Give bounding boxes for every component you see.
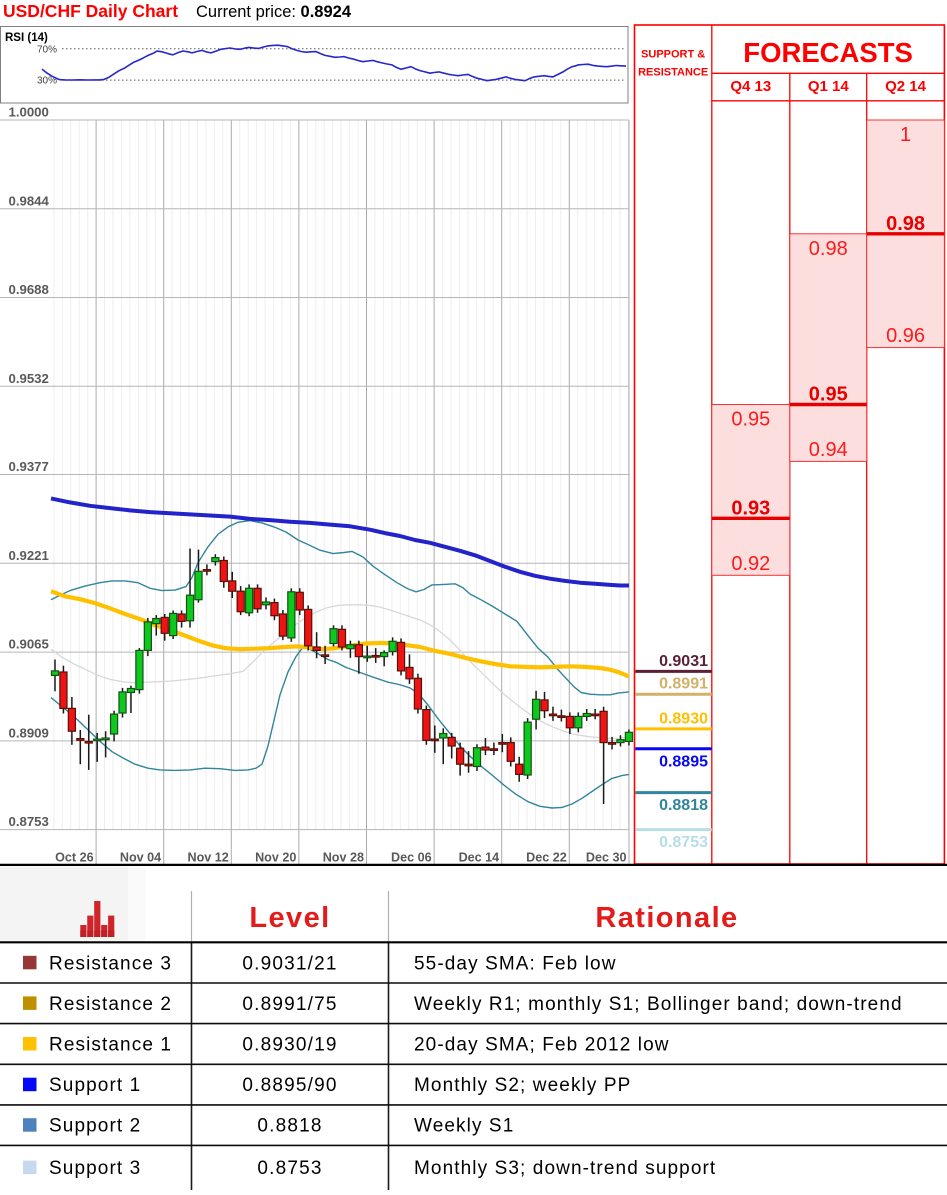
svg-text:0.9221: 0.9221 bbox=[9, 548, 49, 563]
svg-text:Rationale: Rationale bbox=[595, 902, 738, 934]
svg-text:0.92: 0.92 bbox=[731, 553, 770, 575]
svg-text:Support 3: Support 3 bbox=[49, 1158, 141, 1179]
svg-text:0.8753: 0.8753 bbox=[9, 814, 49, 829]
svg-text:FORECASTS: FORECASTS bbox=[743, 37, 913, 68]
svg-text:Dec 30: Dec 30 bbox=[586, 851, 627, 865]
svg-text:0.95: 0.95 bbox=[809, 384, 848, 406]
svg-text:Nov 28: Nov 28 bbox=[323, 851, 364, 865]
svg-text:0.8753: 0.8753 bbox=[257, 1158, 322, 1179]
svg-text:Monthly S2; weekly PP: Monthly S2; weekly PP bbox=[414, 1075, 631, 1096]
svg-text:Q1 14: Q1 14 bbox=[808, 78, 850, 95]
svg-text:SUPPORT &: SUPPORT & bbox=[641, 49, 705, 61]
svg-text:Dec 14: Dec 14 bbox=[459, 851, 500, 865]
svg-text:USD/CHF Daily Chart: USD/CHF Daily Chart bbox=[3, 1, 178, 21]
svg-text:Current price: 0.8924: Current price: 0.8924 bbox=[196, 3, 352, 21]
svg-text:0.8930/19: 0.8930/19 bbox=[242, 1035, 337, 1056]
svg-text:0.8895/90: 0.8895/90 bbox=[242, 1075, 337, 1096]
svg-text:0.98: 0.98 bbox=[809, 238, 848, 260]
svg-text:Resistance 1: Resistance 1 bbox=[49, 1035, 172, 1056]
svg-text:Level: Level bbox=[249, 902, 330, 934]
svg-text:0.8818: 0.8818 bbox=[257, 1116, 322, 1137]
svg-text:RSI (14): RSI (14) bbox=[5, 32, 48, 44]
svg-text:0.93: 0.93 bbox=[731, 497, 770, 519]
svg-text:Support 1: Support 1 bbox=[49, 1075, 141, 1096]
svg-text:Resistance 2: Resistance 2 bbox=[49, 994, 172, 1015]
svg-text:0.96: 0.96 bbox=[886, 325, 925, 347]
svg-text:0.8930: 0.8930 bbox=[659, 710, 708, 727]
svg-text:0.9065: 0.9065 bbox=[9, 637, 49, 652]
svg-text:55-day SMA: Feb low: 55-day SMA: Feb low bbox=[414, 953, 617, 974]
svg-text:Support 2: Support 2 bbox=[49, 1116, 141, 1137]
svg-text:Q2 14: Q2 14 bbox=[885, 78, 927, 95]
svg-text:0.8895: 0.8895 bbox=[659, 753, 708, 770]
svg-text:Resistance 3: Resistance 3 bbox=[49, 953, 172, 974]
svg-text:0.9844: 0.9844 bbox=[9, 193, 50, 208]
svg-text:0.94: 0.94 bbox=[809, 439, 848, 461]
svg-text:Weekly S1: Weekly S1 bbox=[414, 1116, 514, 1137]
svg-text:Monthly S3; down-trend support: Monthly S3; down-trend support bbox=[414, 1158, 716, 1179]
svg-text:RESISTANCE: RESISTANCE bbox=[638, 67, 708, 79]
svg-text:0.8991: 0.8991 bbox=[659, 676, 708, 693]
svg-text:0.9688: 0.9688 bbox=[9, 282, 49, 297]
svg-text:1.0000: 1.0000 bbox=[9, 105, 49, 120]
svg-text:0.98: 0.98 bbox=[886, 213, 925, 235]
svg-text:20-day SMA; Feb 2012 low: 20-day SMA; Feb 2012 low bbox=[414, 1035, 670, 1056]
svg-text:Nov 12: Nov 12 bbox=[187, 851, 228, 865]
svg-text:30%: 30% bbox=[37, 76, 57, 87]
svg-text:0.9031: 0.9031 bbox=[659, 653, 708, 670]
svg-text:Q4 13: Q4 13 bbox=[730, 78, 771, 95]
svg-text:0.9532: 0.9532 bbox=[9, 371, 49, 386]
svg-text:0.8991/75: 0.8991/75 bbox=[242, 994, 337, 1015]
svg-text:Weekly R1; monthly S1; Bolling: Weekly R1; monthly S1; Bollinger band; d… bbox=[414, 994, 903, 1015]
svg-text:0.8753: 0.8753 bbox=[659, 834, 708, 851]
svg-text:Oct 26: Oct 26 bbox=[55, 851, 94, 865]
svg-text:0.9377: 0.9377 bbox=[9, 459, 49, 474]
svg-text:0.8909: 0.8909 bbox=[9, 725, 49, 740]
svg-text:70%: 70% bbox=[37, 44, 57, 55]
svg-text:1: 1 bbox=[900, 124, 911, 146]
svg-text:Nov 04: Nov 04 bbox=[120, 851, 161, 865]
svg-text:Nov 20: Nov 20 bbox=[255, 851, 296, 865]
svg-text:Dec 22: Dec 22 bbox=[526, 851, 567, 865]
svg-text:0.8818: 0.8818 bbox=[659, 797, 708, 814]
svg-text:0.9031/21: 0.9031/21 bbox=[242, 953, 337, 974]
svg-text:Dec 06: Dec 06 bbox=[391, 851, 432, 865]
svg-text:0.95: 0.95 bbox=[731, 409, 770, 431]
